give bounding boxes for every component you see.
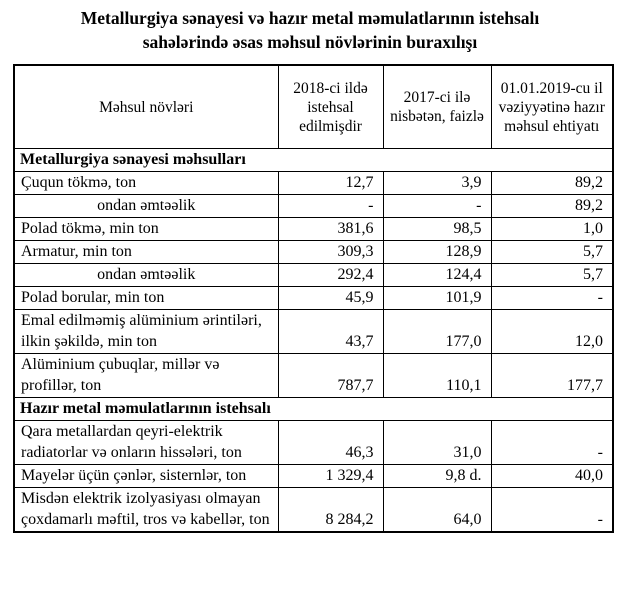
stock-2019-value: 1,0 — [490, 217, 614, 242]
stock-2019-value: 89,2 — [490, 194, 614, 219]
vs-2017-value: 31,0 — [382, 420, 492, 466]
product-label: Misdən elektrik izolyasiyası olmayan çox… — [13, 487, 279, 533]
table-row: Mayelər üçün çənlər, sisternlər, ton 1 32… — [13, 464, 614, 489]
produced-2018-value: 1 329,4 — [277, 464, 384, 489]
vs-2017-value: - — [382, 194, 492, 219]
produced-2018-value: 46,3 — [277, 420, 384, 466]
section-row: Hazır metal məmulatlarının istehsalı — [13, 397, 614, 422]
vs-2017-value: 110,1 — [382, 353, 492, 399]
table-row: Polad borular, min ton 45,9 101,9- — [13, 286, 614, 311]
table-row: Alüminium çubuqlar, millər və profillər,… — [13, 353, 614, 399]
produced-2018-value: 787,7 — [277, 353, 384, 399]
produced-2018-value: 45,9 — [277, 286, 384, 311]
product-label: ondan əmtəəlik — [13, 263, 279, 288]
produced-2018-value: 43,7 — [277, 309, 384, 355]
product-label: Armatur, min ton — [13, 240, 279, 265]
table-header: Məhsul növləri 2018-ci ildə istehsal edi… — [13, 64, 614, 150]
stock-2019-value: 40,0 — [490, 464, 614, 489]
vs-2017-value: 177,0 — [382, 309, 492, 355]
column-header-produced-2018: 2018-ci ildə istehsal edilmişdir — [277, 64, 384, 150]
column-header-product-types: Məhsul növləri — [13, 64, 279, 150]
vs-2017-value: 64,0 — [382, 487, 492, 533]
product-label: Qara metallardan qeyri-elektrik radiator… — [13, 420, 279, 466]
vs-2017-value: 124,4 — [382, 263, 492, 288]
production-table: Məhsul növləri 2018-ci ildə istehsal edi… — [13, 64, 614, 534]
vs-2017-value: 3,9 — [382, 171, 492, 196]
product-label: Polad tökmə, min ton — [13, 217, 279, 242]
produced-2018-value: 309,3 — [277, 240, 384, 265]
section-label: Metallurgiya sənayesi məhsulları — [13, 148, 614, 173]
table-row: ondan əmtəəlik - -89,2 — [13, 194, 614, 219]
stock-2019-value: - — [490, 420, 614, 466]
table-row: Armatur, min ton 309,3 128,9 5,7 — [13, 240, 614, 265]
table-row: Çuqun tökmə, ton 12,7 3,9 89,2 — [13, 171, 614, 196]
produced-2018-value: 292,4 — [277, 263, 384, 288]
page-title: Metallurgiya sənayesi və hazır metal məm… — [10, 6, 610, 54]
stock-2019-value: 177,7 — [490, 353, 614, 399]
stock-2019-value: - — [490, 286, 614, 311]
product-label: Emal edilməmiş alüminium ərintiləri, ilk… — [13, 309, 279, 355]
produced-2018-value: - — [277, 194, 384, 219]
product-label: Mayelər üçün çənlər, sisternlər, ton — [13, 464, 279, 489]
vs-2017-value: 128,9 — [382, 240, 492, 265]
stock-2019-value: 12,0 — [490, 309, 614, 355]
page-title-line-2: sahələrində əsas məhsul növlərinin burax… — [142, 32, 478, 53]
stock-2019-value: 89,2 — [490, 171, 614, 196]
header-row: Məhsul növləri 2018-ci ildə istehsal edi… — [13, 64, 614, 150]
page-title-line-1: Metallurgiya sənayesi və hazır metal məm… — [80, 8, 540, 28]
vs-2017-value: 98,5 — [382, 217, 492, 242]
section-label: Hazır metal məmulatlarının istehsalı — [13, 397, 614, 422]
product-label: Polad borular, min ton — [13, 286, 279, 311]
produced-2018-value: 381,6 — [277, 217, 384, 242]
document-page: Metallurgiya sənayesi və hazır metal məm… — [0, 6, 620, 591]
stock-2019-value: 5,7 — [490, 263, 614, 288]
stock-2019-value: - — [490, 487, 614, 533]
table-row: Misdən elektrik izolyasiyası olmayan çox… — [13, 487, 614, 533]
product-label: ondan əmtəəlik — [13, 194, 279, 219]
table-row: Polad tökmə, min ton 381,6 98,5 1,0 — [13, 217, 614, 242]
table-row: Emal edilməmiş alüminium ərintiləri, ilk… — [13, 309, 614, 355]
table-row: Qara metallardan qeyri-elektrik radiator… — [13, 420, 614, 466]
vs-2017-value: 9,8 d. — [382, 464, 492, 489]
table-body: Metallurgiya sənayesi məhsulları Çuqun tö… — [13, 148, 614, 533]
vs-2017-value: 101,9 — [382, 286, 492, 311]
produced-2018-value: 12,7 — [277, 171, 384, 196]
column-header-stock-2019: 01.01.2019-cu il vəziyyətinə hazır məhsu… — [490, 64, 614, 150]
table-row: ondan əmtəəlik 292,4 124,4 5,7 — [13, 263, 614, 288]
section-row: Metallurgiya sənayesi məhsulları — [13, 148, 614, 173]
product-label: Çuqun tökmə, ton — [13, 171, 279, 196]
product-label: Alüminium çubuqlar, millər və profillər,… — [13, 353, 279, 399]
produced-2018-value: 8 284,2 — [277, 487, 384, 533]
column-header-vs-2017: 2017-ci ilə nisbətən, faizlə — [382, 64, 492, 150]
stock-2019-value: 5,7 — [490, 240, 614, 265]
